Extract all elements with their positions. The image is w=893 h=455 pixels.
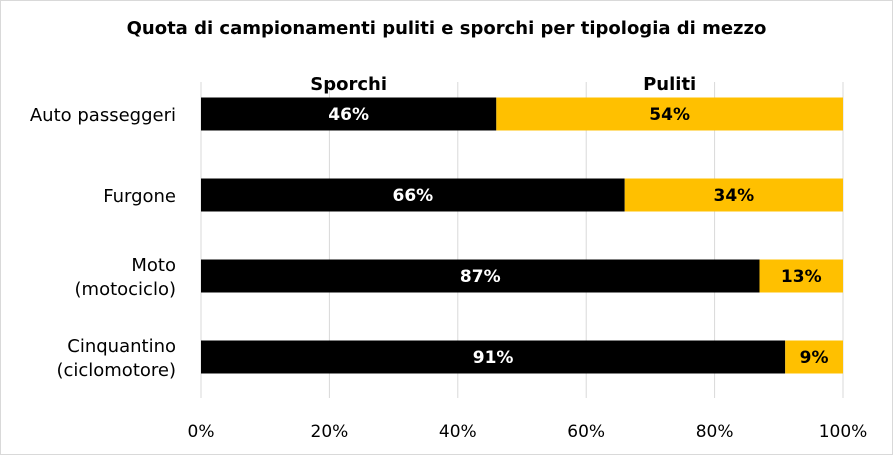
data-label: 9% [800, 348, 829, 368]
data-label: 34% [714, 186, 755, 206]
x-tick-label: 0% [188, 422, 215, 442]
series-label: Puliti [643, 74, 696, 95]
series-label: Sporchi [310, 74, 387, 95]
bar-sporchi [201, 340, 786, 374]
bar-sporchi [201, 97, 497, 131]
bar-sporchi [201, 259, 760, 293]
data-label: 54% [649, 105, 690, 125]
x-tick-label: 20% [311, 422, 349, 442]
bar-sporchi [201, 178, 625, 212]
bar-puliti [496, 97, 843, 131]
bar-puliti [759, 259, 843, 293]
data-label: 66% [393, 186, 434, 206]
category-label: (motociclo) [75, 279, 176, 300]
category-label: Moto [131, 255, 176, 276]
bar-puliti [624, 178, 843, 212]
data-label: 13% [781, 267, 822, 287]
x-tick-label: 80% [696, 422, 734, 442]
x-tick-label: 40% [439, 422, 477, 442]
data-label: 87% [460, 267, 501, 287]
data-label: 91% [473, 348, 514, 368]
x-tick-label: 100% [819, 422, 868, 442]
category-label: Cinquantino [67, 336, 176, 357]
chart-title: Quota di campionamenti puliti e sporchi … [126, 18, 767, 39]
category-label: (ciclomotore) [56, 360, 176, 381]
x-tick-label: 60% [567, 422, 605, 442]
category-label: Furgone [103, 186, 176, 207]
bar-puliti [785, 340, 843, 374]
category-label: Auto passeggeri [30, 105, 176, 126]
data-label: 46% [328, 105, 369, 125]
